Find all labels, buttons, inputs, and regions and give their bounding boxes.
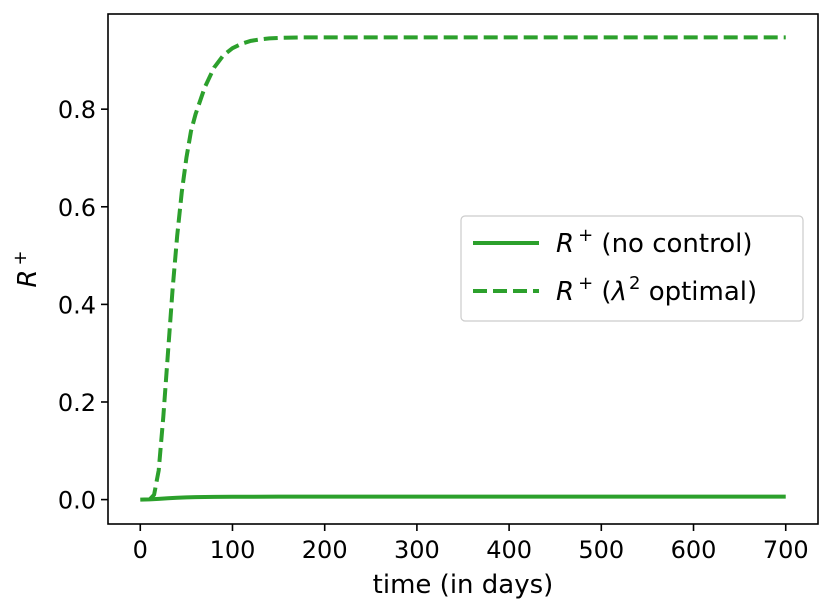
- legend-label-no-control: R + (no control): [556, 225, 753, 259]
- legend-label-base: R: [556, 277, 574, 307]
- y-axis-label-sup: +: [10, 250, 31, 265]
- x-tick-label: 400: [486, 536, 532, 564]
- legend-label-lambda-sup: 2: [629, 273, 640, 294]
- x-axis: 0 100 200 300 400 500 600 700: [133, 524, 809, 564]
- legend-label-optimal: R + (λ 2 optimal): [556, 273, 757, 307]
- x-tick-label: 0: [133, 536, 148, 564]
- x-tick-label: 700: [763, 536, 809, 564]
- legend-label-lambda: λ: [610, 277, 627, 307]
- x-tick-label: 600: [671, 536, 717, 564]
- series-line-optimal: [148, 35, 786, 501]
- x-tick-label: 100: [210, 536, 256, 564]
- x-tick-label: 200: [302, 536, 348, 564]
- x-tick-label: 500: [578, 536, 624, 564]
- y-axis-label: R+: [10, 250, 43, 287]
- legend: R + (no control) R + (λ 2 optimal): [460, 215, 804, 322]
- legend-label-rest: (no control): [593, 229, 752, 259]
- y-tick-label: 0.6: [58, 194, 96, 222]
- series-line-no-control: [140, 494, 786, 502]
- y-tick-label: 0.8: [58, 96, 96, 124]
- legend-box: [460, 215, 804, 322]
- legend-label-sup: +: [578, 225, 593, 246]
- y-axis: 0.0 0.2 0.4 0.6 0.8: [58, 96, 108, 515]
- series-layer: [140, 35, 786, 502]
- x-axis-label: time (in days): [373, 570, 554, 600]
- y-tick-label: 0.0: [58, 487, 96, 515]
- plot-frame: [107, 13, 819, 525]
- legend-label-sup: +: [578, 273, 593, 294]
- legend-label-optimal-text: optimal): [640, 277, 757, 307]
- y-tick-label: 0.4: [58, 291, 96, 319]
- legend-label-base: R: [556, 229, 574, 259]
- x-tick-label: 300: [394, 536, 440, 564]
- y-tick-label: 0.2: [58, 389, 96, 417]
- y-axis-label-base: R: [13, 270, 43, 288]
- legend-label-paren: (: [593, 277, 611, 307]
